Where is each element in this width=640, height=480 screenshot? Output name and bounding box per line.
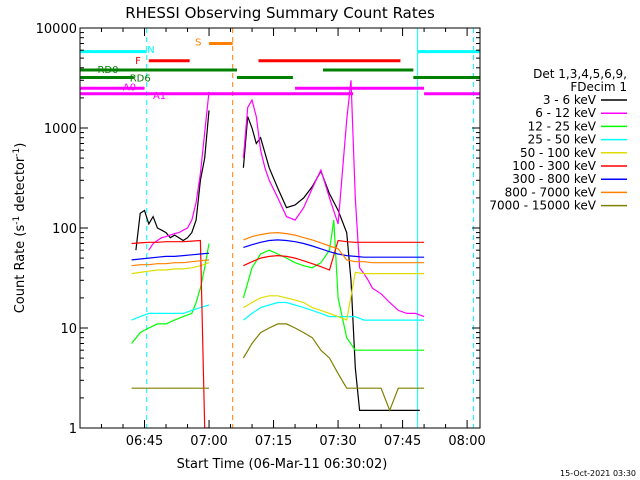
status-label-rd6: RD6	[130, 73, 151, 84]
status-label-f: F	[135, 56, 141, 67]
y-axis-label-main: Count Rate (s	[13, 225, 28, 314]
chart-title: RHESSI Observing Summary Count Rates	[125, 4, 435, 22]
x-tick-label: 07:45	[384, 434, 421, 449]
series-line-1	[135, 110, 420, 411]
status-label-a0: A0	[123, 83, 136, 94]
y-axis-label-sup-2: -1	[12, 148, 22, 157]
status-label-a1: A1	[153, 91, 166, 102]
y-axis-label-rest: detector	[13, 156, 28, 216]
legend-label-1: 3 - 6 keV	[543, 93, 597, 107]
series-lines	[131, 80, 425, 428]
status-label-n: N	[147, 45, 154, 56]
series-line-5	[131, 262, 425, 321]
x-tick-label: 07:00	[190, 434, 227, 449]
x-axis-ticks: 06:45 07:00 07:15 07:30 07:45 08:00	[79, 28, 486, 449]
y-tick-label: 10	[60, 322, 77, 337]
y-axis-label-close: )	[13, 143, 28, 148]
status-label-s: S	[195, 38, 201, 49]
series-line-8	[131, 231, 425, 267]
legend-label-6: 100 - 300 keV	[512, 159, 596, 173]
legend-label-7: 300 - 800 keV	[512, 172, 596, 186]
x-tick-label: 07:15	[255, 434, 292, 449]
legend-label-9: 7000 - 15000 keV	[489, 199, 596, 213]
legend-header-2: FDecim 1	[570, 80, 627, 94]
x-tick-label: 06:45	[126, 434, 163, 449]
series-line-9	[131, 323, 425, 413]
legend-label-8: 800 - 7000 keV	[505, 185, 597, 199]
y-tick-label: 10000	[36, 22, 77, 37]
y-tick-label: 1000	[44, 122, 77, 137]
status-bars	[80, 41, 480, 96]
series-line-7	[131, 239, 425, 261]
series-line-2	[148, 80, 425, 318]
series-line-6	[131, 239, 425, 428]
status-label-rd0: RD0	[97, 65, 118, 76]
legend-header-1: Det 1,3,4,5,6,9,	[533, 67, 627, 81]
generation-timestamp: 15-Oct-2021 03:30	[560, 469, 636, 478]
y-tick-label: 1	[69, 422, 77, 437]
y-axis-ticks: 1 10 100 1000 10000	[36, 22, 480, 437]
y-tick-label: 100	[52, 222, 77, 237]
legend-label-3: 12 - 25 keV	[528, 119, 597, 133]
series-line-4	[131, 301, 425, 321]
x-tick-label: 07:30	[319, 434, 356, 449]
x-tick-label: 08:00	[448, 434, 485, 449]
y-axis-label-sup-1: -1	[12, 216, 22, 225]
legend-label-5: 50 - 100 keV	[520, 146, 597, 160]
legend-label-2: 6 - 12 keV	[535, 106, 597, 120]
legend-label-4: 25 - 50 keV	[528, 133, 597, 147]
x-axis-label: Start Time (06-Mar-11 06:30:02)	[177, 457, 388, 472]
y-axis-label: Count Rate (s-1 detector-1)	[12, 143, 28, 314]
